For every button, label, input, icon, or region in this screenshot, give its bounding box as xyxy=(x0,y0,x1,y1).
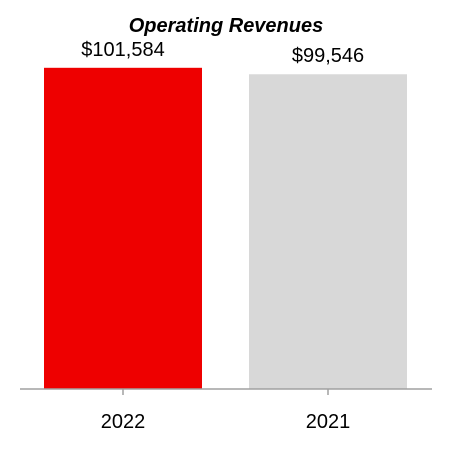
x-tick-label-2021: 2021 xyxy=(306,411,351,433)
chart-title: Operating Revenues xyxy=(128,15,324,37)
bar-2022 xyxy=(44,67,202,390)
data-label-2021: $99,546 xyxy=(292,45,364,67)
data-label-2022: $101,584 xyxy=(81,39,164,61)
x-tick-label-2022: 2022 xyxy=(101,411,146,433)
bar-2021 xyxy=(249,74,407,389)
